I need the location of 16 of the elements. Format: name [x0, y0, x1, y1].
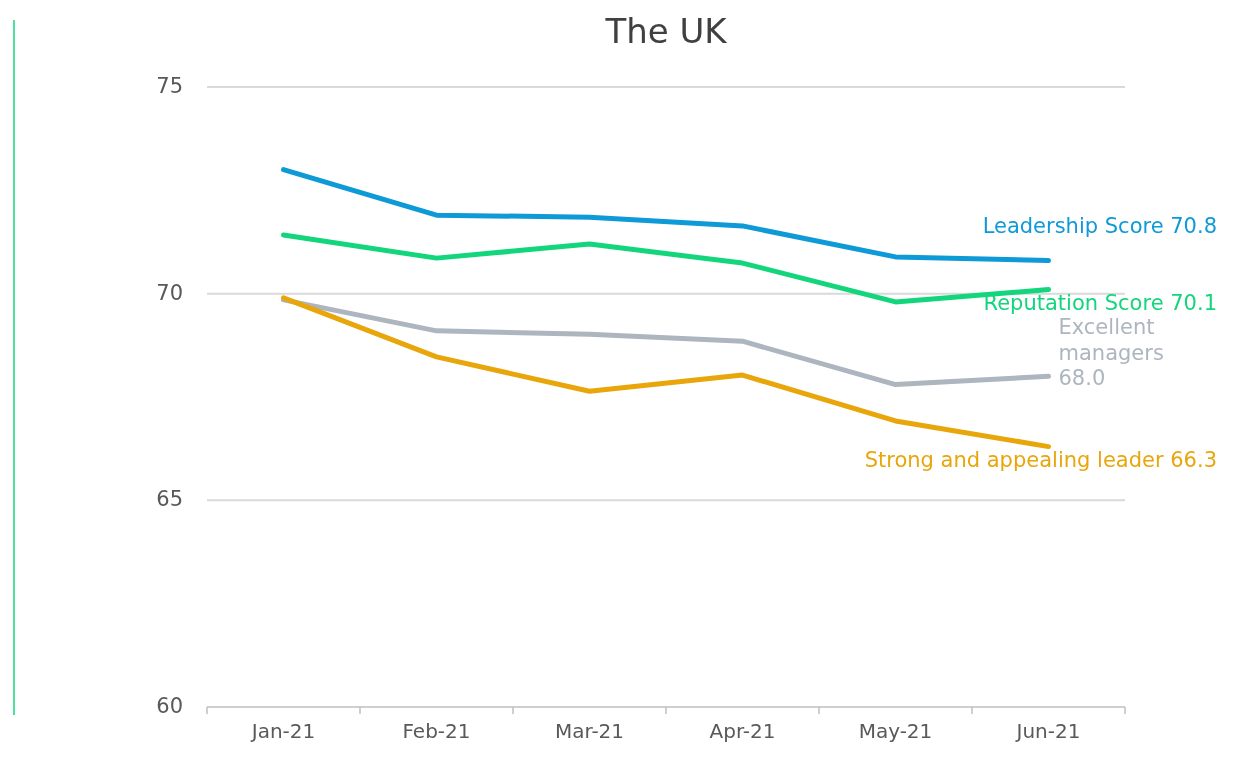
y-tick-label: 70 — [156, 280, 183, 305]
x-tick-label: Feb-21 — [402, 719, 471, 743]
y-tick-label: 75 — [156, 74, 183, 98]
series-label: Excellent managers — [1058, 315, 1164, 366]
x-tick-label: Apr-21 — [709, 719, 776, 743]
text: Leadership Score 70.8 — [982, 213, 1217, 238]
x-tick-label: May-21 — [858, 719, 933, 743]
x-tick-label: Jan-21 — [249, 719, 316, 743]
x-tick-label: Jun-21 — [1014, 719, 1081, 743]
x-tick-label: Mar-21 — [554, 719, 625, 743]
chart-title: The UK — [604, 11, 729, 51]
y-tick-label: 65 — [156, 487, 183, 512]
data-label: 68.0 — [1058, 366, 1106, 391]
y-tick-label: 60 — [156, 694, 183, 718]
text: Strong and appealing leader 66.3 — [864, 447, 1217, 472]
text: Reputation Score 70.1 — [983, 290, 1217, 315]
